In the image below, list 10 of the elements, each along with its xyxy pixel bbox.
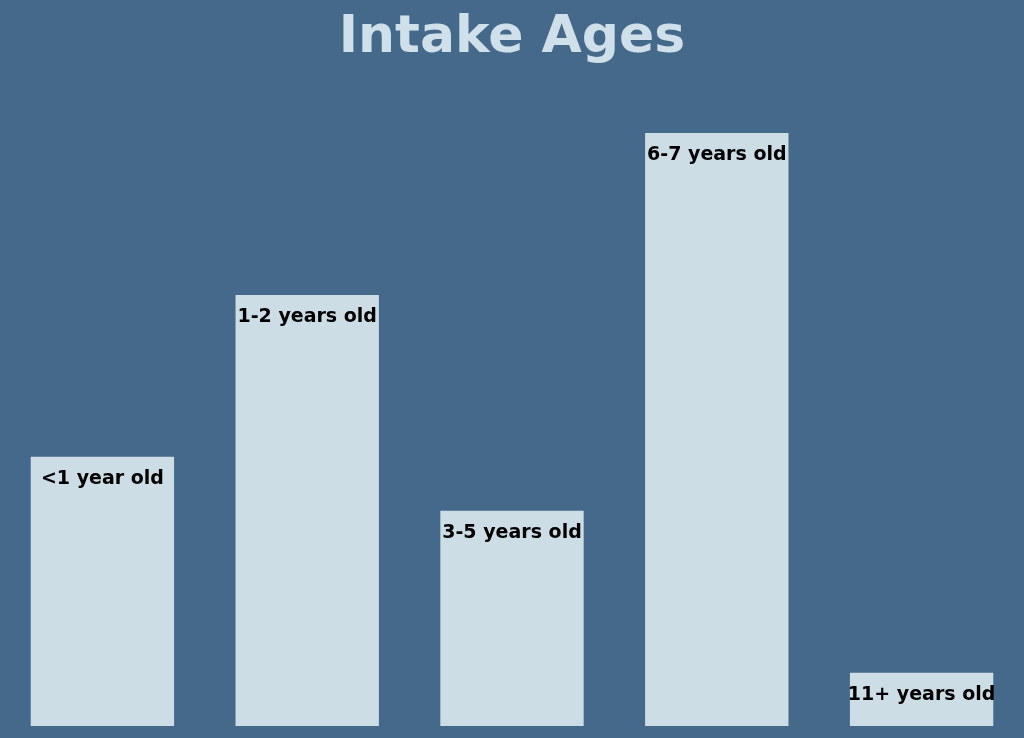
x-tick-label: 11+ years old	[847, 681, 996, 704]
bar	[235, 294, 379, 726]
bar	[30, 456, 175, 726]
bar	[645, 133, 789, 726]
x-tick-label: 6-7 years old	[647, 142, 787, 164]
x-tick-label: 1-2 years old	[237, 303, 377, 326]
chart-title: Intake Ages	[338, 4, 686, 64]
x-tick-label: 3-5 years old	[442, 519, 582, 542]
bar	[440, 510, 584, 726]
x-tick-label: <1 year old	[40, 465, 164, 488]
